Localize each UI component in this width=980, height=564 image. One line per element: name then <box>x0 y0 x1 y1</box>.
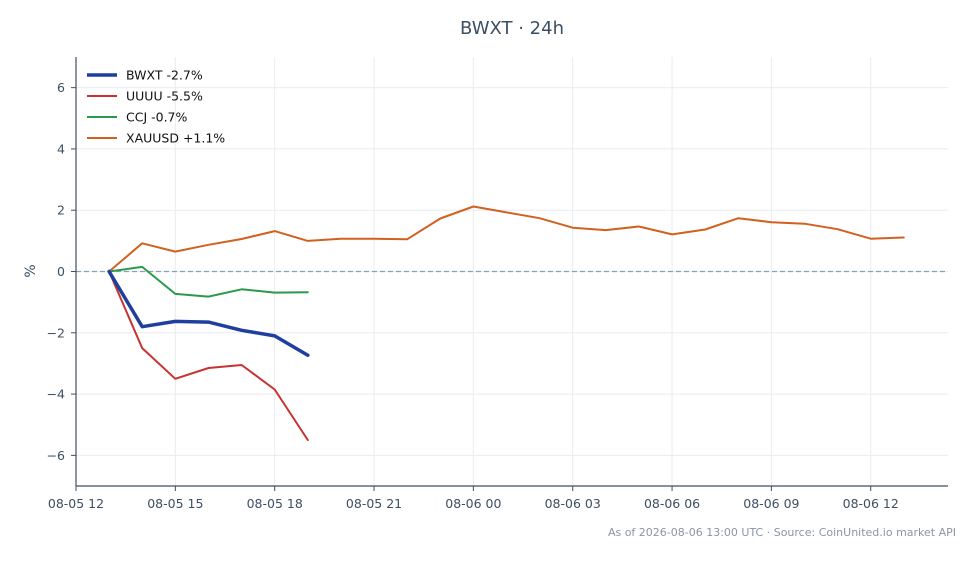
footer-note: As of 2026-08-06 13:00 UTC · Source: Coi… <box>607 526 956 539</box>
legend: BWXT -2.7% UUUU -5.5% CCJ -0.7% XAUUSD +1.1… <box>87 68 225 146</box>
x-tick-label: 08-05 15 <box>147 496 203 511</box>
legend-label: UUUU -5.5% <box>126 89 203 104</box>
series-line-xauusd <box>108 205 905 273</box>
legend-label: XAUUSD +1.1% <box>126 131 225 146</box>
tick-labels: 08-05 12 08-05 15 08-05 18 08-05 21 08-06 00… <box>47 80 899 511</box>
x-tick-label: 08-06 12 <box>843 496 899 511</box>
y-tick-label: 0 <box>57 264 65 279</box>
y-tick-label: −2 <box>47 325 65 340</box>
x-tick-label: 08-05 18 <box>247 496 303 511</box>
y-tick-label: 4 <box>57 141 65 156</box>
chart-title: BWXT · 24h <box>460 18 564 39</box>
x-tick-label: 08-06 09 <box>743 496 799 511</box>
y-tick-label: 6 <box>57 80 65 95</box>
legend-label: CCJ -0.7% <box>126 110 188 125</box>
series-lines <box>107 205 905 441</box>
x-tick-label: 08-05 12 <box>48 496 104 511</box>
y-axis-label: % <box>23 264 39 277</box>
series-line-bwxt <box>107 269 310 357</box>
x-tick-label: 08-06 06 <box>644 496 700 511</box>
x-tick-label: 08-06 03 <box>545 496 601 511</box>
series-line-uuuu <box>108 270 309 441</box>
axes <box>71 57 948 491</box>
series-line-ccj <box>108 265 309 298</box>
y-tick-label: 2 <box>57 203 65 218</box>
x-tick-label: 08-06 00 <box>445 496 501 511</box>
x-tick-label: 08-05 21 <box>346 496 402 511</box>
y-tick-label: −4 <box>47 387 65 402</box>
legend-label: BWXT -2.7% <box>126 68 203 83</box>
y-tick-label: −6 <box>47 448 65 463</box>
